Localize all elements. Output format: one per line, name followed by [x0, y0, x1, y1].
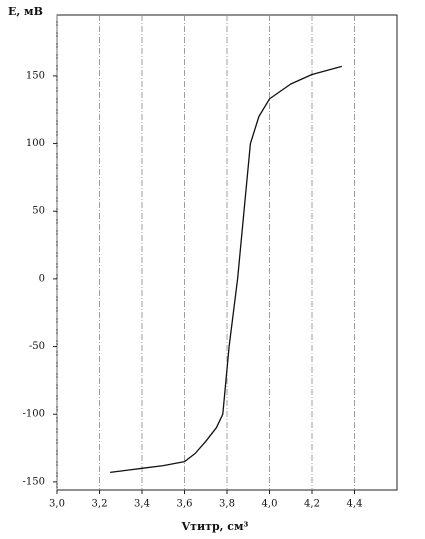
- x-tick-label: 3,6: [177, 499, 193, 510]
- y-tick-label: -50: [29, 341, 45, 352]
- x-tick-label: 3,4: [134, 499, 150, 510]
- x-tick-label: 3,0: [49, 499, 65, 510]
- x-tick-label: 4,4: [347, 499, 363, 510]
- x-tick-label: 4,2: [304, 499, 320, 510]
- x-tick-label: 3,2: [92, 499, 108, 510]
- y-tick-label: 50: [32, 206, 45, 217]
- y-tick-label: -100: [23, 409, 45, 420]
- y-tick-label: 0: [39, 273, 45, 284]
- y-tick-label: -150: [23, 476, 45, 487]
- y-tick-label: 100: [26, 138, 45, 149]
- x-tick-label: 3,8: [219, 499, 235, 510]
- x-tick-label: 4,0: [262, 499, 278, 510]
- y-axis-label: E, мВ: [8, 5, 43, 18]
- titration-curve: [110, 65, 342, 474]
- x-axis-label: Vтитр, см³: [181, 520, 249, 533]
- y-tick-label: 150: [26, 70, 45, 81]
